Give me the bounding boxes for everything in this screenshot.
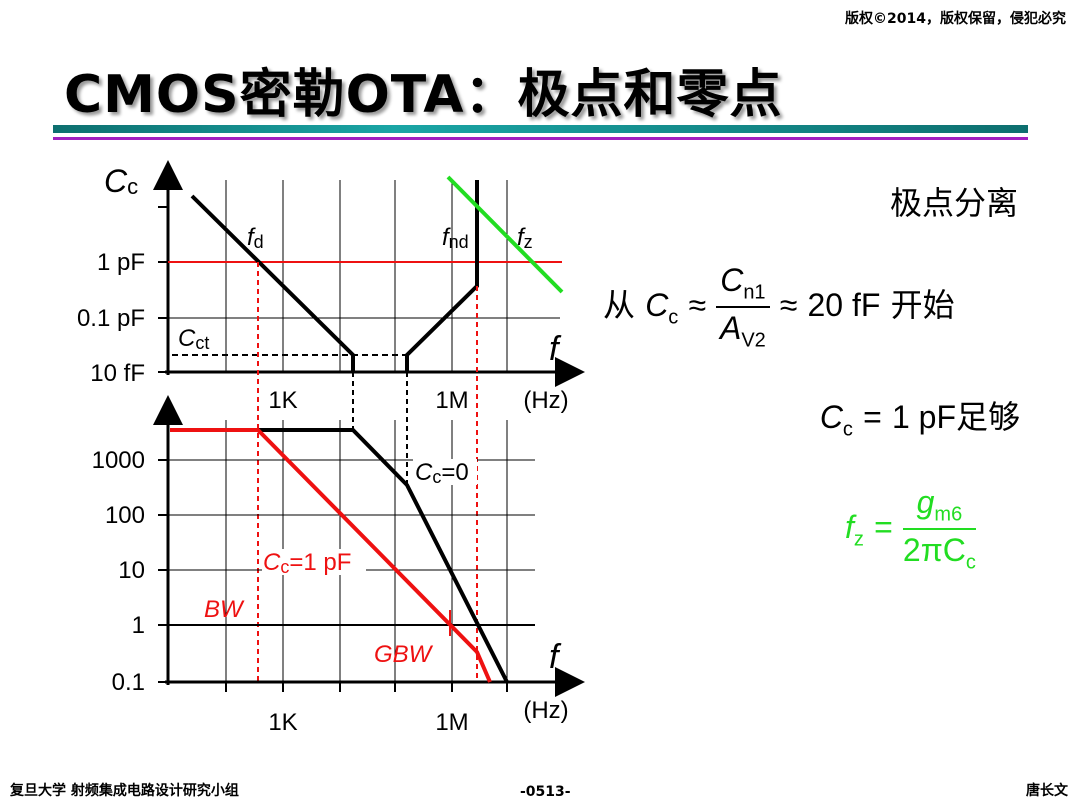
top-x-axis-label: f: [549, 330, 562, 368]
cc1pf-gain-curve: [170, 428, 492, 683]
fnd-label: fnd: [442, 224, 469, 252]
top-x-tick-1m: 1M: [435, 387, 468, 414]
gbw-label: GBW: [374, 641, 434, 668]
cct-label: Cct: [178, 325, 209, 353]
top-x-tick-1k: 1K: [268, 387, 297, 414]
top-y-tick-1pf: 1 pF: [97, 249, 145, 276]
slide-title: CMOS密勒OTA：极点和零点: [64, 65, 783, 125]
value-20ff: 20 fF: [807, 286, 881, 323]
from-text: 从: [603, 285, 636, 324]
pole-split-heading: 极点分离: [889, 184, 1018, 222]
cc-symbol: Cc: [645, 286, 679, 329]
footer-affiliation: 复旦大学 射频集成电路设计研究小组: [10, 783, 239, 799]
fd-curve: [190, 194, 355, 372]
cc-1pf-equation: Cc = 1 pF足够: [819, 398, 1020, 441]
copyright-notice: 版权©2014，版权保留，侵犯必究: [845, 11, 1066, 27]
cc0-gain-curve: [170, 428, 509, 683]
fz-fraction: gm6 2πCc: [902, 484, 976, 574]
footer-page-number: -0513-: [520, 784, 571, 800]
fz-label: fz: [517, 224, 533, 252]
fz-green-line: [446, 175, 564, 294]
approx-sign-2: ≈: [779, 286, 798, 323]
bottom-x-tick-1k: 1K: [268, 709, 297, 736]
bottom-x-tick-hz: (Hz): [523, 697, 568, 724]
bottom-y-tick-1: 1: [132, 612, 145, 639]
bottom-y-tick-100: 100: [105, 502, 145, 529]
title-underline-purple: [53, 137, 1028, 140]
bw-label: BW: [204, 596, 245, 623]
top-plot-grid: [168, 180, 560, 372]
bottom-y-tick-10: 10: [118, 557, 145, 584]
top-y-axis-label: Cc: [104, 163, 138, 199]
approx-sign: ≈: [688, 286, 707, 323]
fnd-curve: [405, 180, 479, 372]
cn-over-av-fraction: Cn1 AV2: [716, 262, 770, 353]
bottom-y-tick-01: 0.1: [112, 669, 145, 696]
fz-equation: fz = gm6 2πCc: [845, 484, 976, 574]
top-y-tick-01pf: 0.1 pF: [77, 305, 145, 332]
top-x-tick-hz: (Hz): [523, 387, 568, 414]
bottom-y-tick-1000: 1000: [92, 447, 145, 474]
bottom-x-axis-label: f: [549, 638, 562, 676]
top-y-tick-10ff: 10 fF: [90, 360, 145, 387]
fd-label: fd: [247, 224, 264, 252]
bottom-x-tick-1m: 1M: [435, 709, 468, 736]
cc1pf-label: Cc=1 pF: [263, 549, 351, 577]
cc-start-equation: 从 Cc ≈ Cn1 AV2 ≈ 20 fF 开始: [603, 262, 955, 353]
footer-author: 唐长文: [1026, 783, 1068, 799]
cc0-label: Cc=0: [415, 459, 469, 487]
start-text: 开始: [890, 285, 955, 324]
title-underline-teal: [53, 125, 1028, 133]
